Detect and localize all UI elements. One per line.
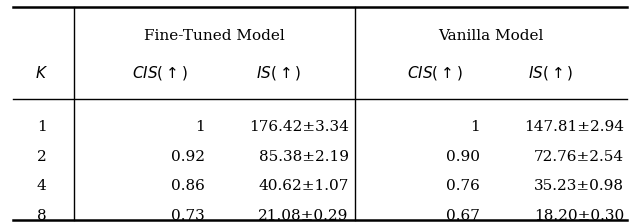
Text: Fine-Tuned Model: Fine-Tuned Model [144,28,285,43]
Text: Vanilla Model: Vanilla Model [438,28,544,43]
Text: 18.20±0.30: 18.20±0.30 [534,209,624,222]
Text: $CIS$($\uparrow$): $CIS$($\uparrow$) [132,64,188,82]
Text: $CIS$($\uparrow$): $CIS$($\uparrow$) [407,64,463,82]
Text: 40.62±1.07: 40.62±1.07 [259,179,349,194]
Text: 4: 4 [36,179,47,194]
Text: 0.90: 0.90 [446,149,480,164]
Text: 1: 1 [195,119,205,134]
Text: 1: 1 [36,119,47,134]
Text: 0.86: 0.86 [171,179,205,194]
Text: 0.76: 0.76 [446,179,480,194]
Text: 0.92: 0.92 [171,149,205,164]
Text: 21.08±0.29: 21.08±0.29 [259,209,349,222]
Text: 85.38±2.19: 85.38±2.19 [259,149,349,164]
Text: 72.76±2.54: 72.76±2.54 [534,149,624,164]
Text: 2: 2 [36,149,47,164]
Text: $IS$($\uparrow$): $IS$($\uparrow$) [256,64,301,82]
Text: 0.73: 0.73 [171,209,205,222]
Text: 35.23±0.98: 35.23±0.98 [534,179,624,194]
Text: $IS$($\uparrow$): $IS$($\uparrow$) [528,64,573,82]
Text: $K$: $K$ [35,65,48,81]
Text: 1: 1 [470,119,480,134]
Text: 8: 8 [36,209,47,222]
Text: 0.67: 0.67 [446,209,480,222]
Text: 176.42±3.34: 176.42±3.34 [249,119,349,134]
Text: 147.81±2.94: 147.81±2.94 [524,119,624,134]
